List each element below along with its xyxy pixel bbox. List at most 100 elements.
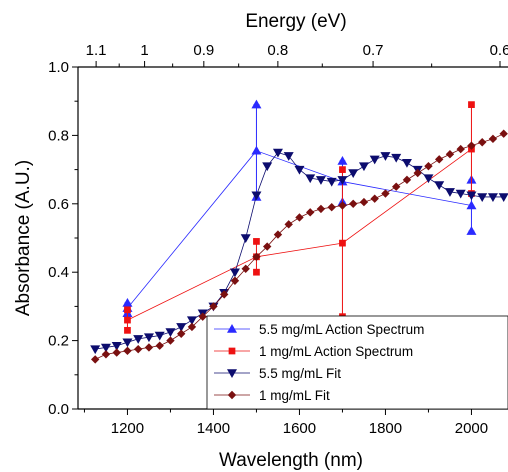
data-point — [499, 129, 508, 138]
legend-label: 5.5 mg/mL Fit — [259, 366, 341, 381]
top-tick-label: 0.9 — [193, 42, 214, 59]
data-point — [392, 182, 401, 191]
error-marker — [124, 326, 131, 334]
top-tick-label: 0.8 — [267, 42, 288, 59]
data-point — [423, 174, 434, 184]
data-point — [455, 189, 466, 199]
y-tick-label: 0.0 — [48, 401, 69, 418]
data-point — [444, 188, 455, 197]
error-marker — [253, 238, 260, 245]
error-marker — [251, 99, 262, 109]
legend-entry: 5.5 mg/mL Action Spectrum — [214, 322, 424, 337]
top-tick-label: 1.1 — [86, 42, 107, 59]
data-point — [143, 333, 154, 343]
data-point — [456, 144, 465, 154]
data-point — [166, 336, 175, 345]
data-point — [487, 193, 498, 202]
data-point — [187, 322, 197, 332]
data-point — [272, 148, 283, 158]
series-3 — [90, 148, 508, 355]
x-axis-title: Wavelength (nm) — [219, 450, 363, 471]
data-point — [273, 230, 283, 239]
y-tick-label: 0.8 — [48, 127, 69, 144]
data-point — [370, 194, 379, 203]
data-point — [348, 169, 359, 179]
data-point — [326, 177, 337, 187]
series-layer — [90, 99, 508, 364]
data-point — [466, 191, 477, 201]
error-marker — [466, 226, 477, 235]
x-tick-label: 2000 — [455, 420, 488, 437]
data-point — [122, 338, 133, 348]
legend-entry: 5.5 mg/mL Fit — [214, 366, 341, 381]
data-point — [358, 162, 369, 172]
data-point — [165, 328, 176, 338]
data-point — [380, 152, 391, 161]
series-4 — [91, 129, 508, 364]
data-point — [488, 134, 498, 144]
error-marker — [339, 166, 346, 173]
error-marker — [124, 306, 131, 314]
data-point — [435, 155, 444, 164]
data-point — [101, 350, 111, 359]
legend-entry: 1 mg/mL Fit — [214, 388, 330, 403]
data-point — [284, 220, 293, 229]
data-point — [369, 155, 380, 165]
data-point — [306, 208, 315, 217]
data-point — [338, 201, 347, 210]
data-point — [401, 159, 412, 168]
data-point — [251, 191, 262, 201]
data-point — [305, 174, 316, 184]
data-point — [155, 341, 164, 350]
data-point — [111, 341, 122, 351]
legend-entry: 1 mg/mL Action Spectrum — [214, 344, 413, 359]
data-point — [349, 199, 358, 208]
legend-box — [206, 315, 508, 410]
data-point — [339, 239, 346, 247]
x-tick-label: 1400 — [197, 420, 230, 437]
data-point — [198, 312, 207, 321]
data-point — [381, 189, 390, 198]
data-point — [445, 150, 455, 159]
data-point — [220, 290, 229, 299]
data-point — [90, 345, 101, 355]
y-tick-label: 1.0 — [48, 59, 69, 76]
data-point — [413, 168, 422, 178]
error-marker — [253, 268, 260, 276]
legend-label: 1 mg/mL Action Spectrum — [259, 344, 413, 359]
error-marker — [337, 156, 348, 165]
error-marker — [122, 297, 133, 307]
y-axis-title: Absorbance (A.U.) — [13, 160, 34, 316]
data-point — [252, 252, 261, 262]
data-point — [186, 316, 197, 326]
data-point — [154, 331, 165, 341]
data-point — [230, 276, 240, 285]
legend-marker — [227, 324, 237, 333]
data-point — [262, 162, 273, 172]
data-point — [327, 203, 336, 212]
y-tick-label: 0.2 — [48, 333, 69, 350]
data-point — [402, 175, 412, 185]
data-point — [144, 343, 154, 352]
error-marker — [468, 101, 475, 108]
data-point — [315, 176, 326, 185]
data-point — [263, 242, 272, 251]
data-point — [391, 153, 402, 163]
data-point — [177, 329, 186, 338]
data-point — [424, 161, 433, 171]
data-point — [359, 197, 369, 207]
data-point — [241, 264, 250, 273]
data-point — [91, 355, 100, 364]
data-point — [251, 145, 262, 155]
legend-marker — [227, 369, 237, 378]
data-point — [229, 268, 240, 278]
data-point — [467, 141, 476, 150]
data-point — [133, 335, 144, 344]
x-tick-label: 1600 — [283, 420, 316, 437]
top-tick-label: 1 — [140, 42, 148, 59]
data-point — [283, 152, 294, 161]
data-point — [240, 234, 251, 243]
data-point — [498, 193, 508, 202]
x-tick-label: 1200 — [111, 420, 144, 437]
